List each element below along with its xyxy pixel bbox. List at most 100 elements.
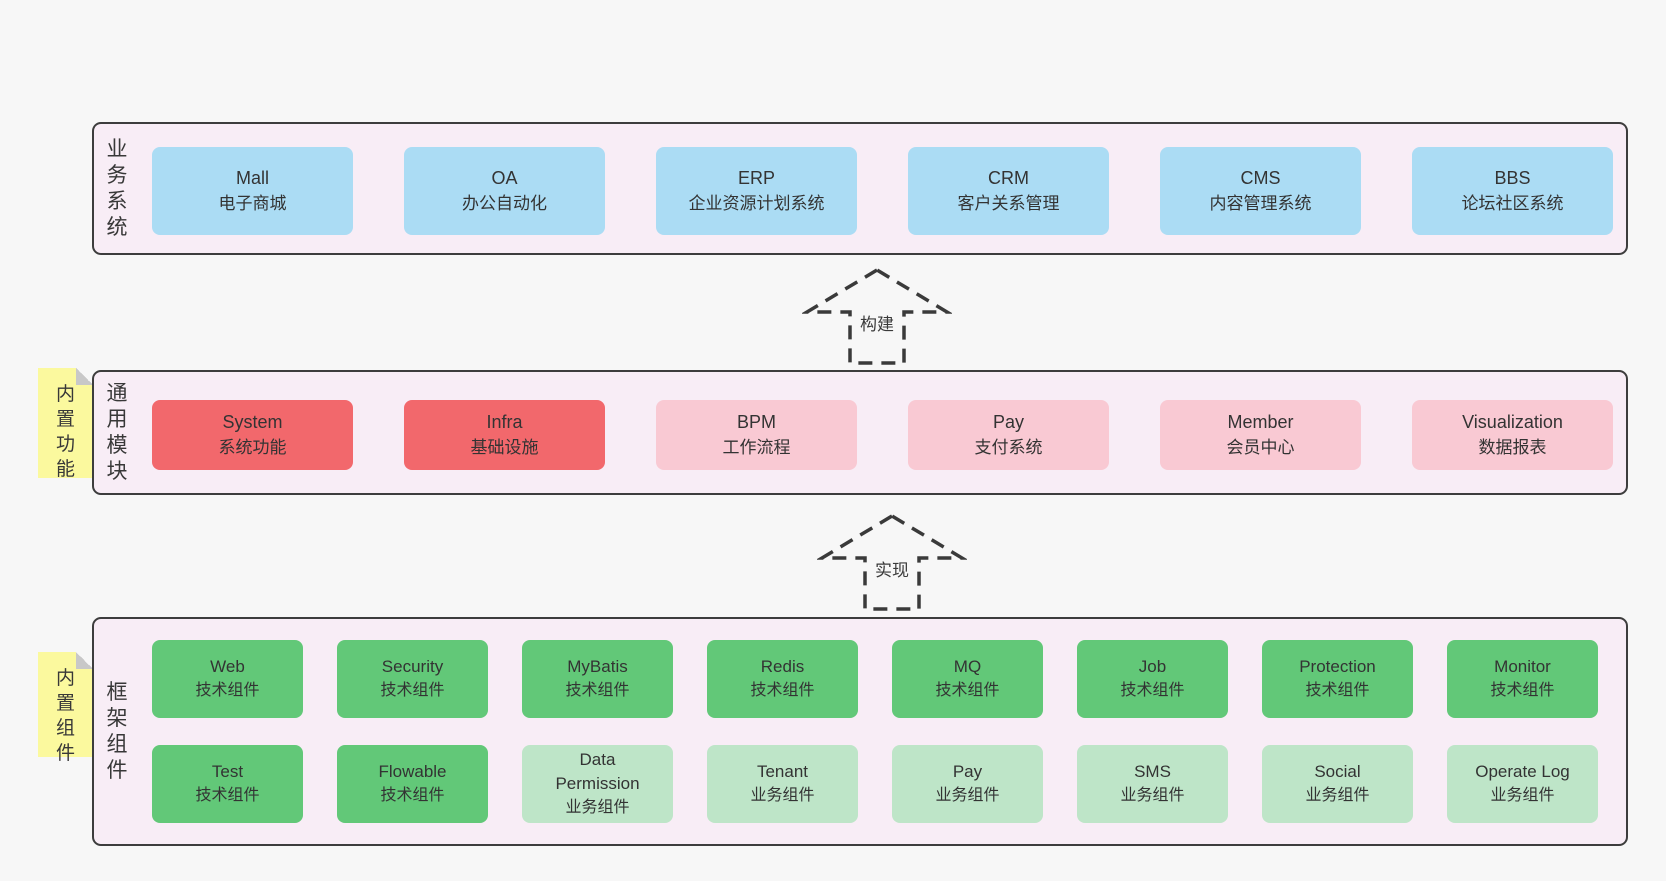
box-bbs: BBS 论坛社区系统 xyxy=(1412,147,1613,235)
box-subtitle: 技术组件 xyxy=(195,682,260,699)
box-title: CMS xyxy=(1240,168,1281,188)
box-mybatis: MyBatis 技术组件 xyxy=(522,640,673,718)
box-title: Data Permission xyxy=(555,750,640,793)
box-security: Security 技术组件 xyxy=(337,640,488,718)
box-subtitle: 会员中心 xyxy=(1226,438,1295,457)
box-operate-log: Operate Log 业务组件 xyxy=(1447,745,1598,823)
box-title: Operate Log xyxy=(1475,762,1570,781)
framework-row-2: Test 技术组件 Flowable 技术组件 Data Permission … xyxy=(94,745,1626,823)
box-data-permission: Data Permission 业务组件 xyxy=(522,745,673,823)
box-title: Flowable xyxy=(378,762,447,781)
box-social: Social 业务组件 xyxy=(1262,745,1413,823)
box-flowable: Flowable 技术组件 xyxy=(337,745,488,823)
box-title: OA xyxy=(491,168,518,188)
box-subtitle: 基础设施 xyxy=(470,438,539,457)
box-subtitle: 技术组件 xyxy=(195,787,260,804)
box-erp: ERP 企业资源计划系统 xyxy=(656,147,857,235)
box-job: Job 技术组件 xyxy=(1077,640,1228,718)
box-title: Redis xyxy=(760,657,805,676)
box-subtitle: 支付系统 xyxy=(974,438,1043,457)
box-infra: Infra 基础设施 xyxy=(404,400,605,470)
box-title: Member xyxy=(1227,412,1294,432)
box-title: MQ xyxy=(953,657,982,676)
box-subtitle: 技术组件 xyxy=(750,682,815,699)
box-title: Web xyxy=(210,657,245,676)
box-title: Test xyxy=(211,762,244,781)
box-bpm: BPM 工作流程 xyxy=(656,400,857,470)
box-subtitle: 办公自动化 xyxy=(462,194,547,213)
box-subtitle: 企业资源计划系统 xyxy=(688,194,825,213)
box-subtitle: 电子商城 xyxy=(218,194,287,213)
box-title: System xyxy=(222,412,283,432)
box-subtitle: 技术组件 xyxy=(380,787,445,804)
section-framework-components: 框架组件 Web 技术组件 Security 技术组件 MyBatis 技术组件… xyxy=(92,617,1628,846)
box-subtitle: 论坛社区系统 xyxy=(1461,194,1564,213)
box-title: Visualization xyxy=(1462,412,1563,432)
box-title: MyBatis xyxy=(567,657,628,676)
box-mall: Mall 电子商城 xyxy=(152,147,353,235)
box-redis: Redis 技术组件 xyxy=(707,640,858,718)
box-subtitle: 业务组件 xyxy=(750,787,815,804)
sticky-note-built-in-components: 内置组件 xyxy=(38,652,93,764)
build-arrow: 构建 xyxy=(802,266,952,368)
sticky-note-text: 内置组件 xyxy=(55,668,75,764)
section-label: 业务系统 xyxy=(106,137,128,239)
box-title: Pay xyxy=(952,762,983,781)
box-title: Job xyxy=(1138,657,1167,676)
box-subtitle: 业务组件 xyxy=(1490,787,1555,804)
arrow-label: 构建 xyxy=(857,310,897,335)
box-subtitle: 技术组件 xyxy=(1305,682,1370,699)
box-title: Infra xyxy=(486,412,523,432)
implement-arrow: 实现 xyxy=(817,512,967,614)
box-subtitle: 客户关系管理 xyxy=(957,194,1060,213)
box-subtitle: 技术组件 xyxy=(1120,682,1185,699)
business-systems-row: Mall 电子商城 OA 办公自动化 ERP 企业资源计划系统 CRM 客户关系… xyxy=(94,147,1626,235)
box-title: Social xyxy=(1314,762,1361,781)
box-subtitle: 技术组件 xyxy=(1490,682,1555,699)
section-label: 通用模块 xyxy=(106,381,128,483)
box-subtitle: 数据报表 xyxy=(1478,438,1547,457)
box-title: ERP xyxy=(737,168,775,188)
section-common-modules: 通用模块 System 系统功能 Infra 基础设施 BPM 工作流程 Pay… xyxy=(92,370,1628,495)
box-subtitle: 内容管理系统 xyxy=(1209,194,1312,213)
box-protection: Protection 技术组件 xyxy=(1262,640,1413,718)
box-subtitle: 技术组件 xyxy=(935,682,1000,699)
arrow-label: 实现 xyxy=(872,556,912,581)
framework-row-1: Web 技术组件 Security 技术组件 MyBatis 技术组件 Redi… xyxy=(94,640,1626,718)
box-subtitle: 业务组件 xyxy=(1120,787,1185,804)
box-test: Test 技术组件 xyxy=(152,745,303,823)
box-subtitle: 业务组件 xyxy=(565,799,630,816)
box-title: Protection xyxy=(1299,657,1376,676)
box-member: Member 会员中心 xyxy=(1160,400,1361,470)
common-modules-row: System 系统功能 Infra 基础设施 BPM 工作流程 Pay 支付系统… xyxy=(94,400,1626,470)
box-title: Security xyxy=(381,657,444,676)
box-system: System 系统功能 xyxy=(152,400,353,470)
folded-corner-icon xyxy=(76,652,93,669)
section-business-systems: 业务系统 Mall 电子商城 OA 办公自动化 ERP 企业资源计划系统 CRM… xyxy=(92,122,1628,255)
box-title: Mall xyxy=(235,168,269,188)
box-title: Tenant xyxy=(756,762,809,781)
box-title: CRM xyxy=(988,168,1029,188)
box-web: Web 技术组件 xyxy=(152,640,303,718)
box-crm: CRM 客户关系管理 xyxy=(908,147,1109,235)
box-title: BPM xyxy=(736,412,776,432)
box-title: BBS xyxy=(1494,168,1531,188)
box-tenant: Tenant 业务组件 xyxy=(707,745,858,823)
box-title: Pay xyxy=(992,412,1025,432)
box-cms: CMS 内容管理系统 xyxy=(1160,147,1361,235)
box-pay-component: Pay 业务组件 xyxy=(892,745,1043,823)
sticky-note-text: 内置功能 xyxy=(55,384,75,480)
box-subtitle: 业务组件 xyxy=(1305,787,1370,804)
box-monitor: Monitor 技术组件 xyxy=(1447,640,1598,718)
box-sms: SMS 业务组件 xyxy=(1077,745,1228,823)
box-subtitle: 技术组件 xyxy=(380,682,445,699)
box-subtitle: 工作流程 xyxy=(722,438,791,457)
folded-corner-icon xyxy=(76,368,93,385)
box-title: Monitor xyxy=(1494,657,1551,676)
box-subtitle: 技术组件 xyxy=(565,682,630,699)
box-subtitle: 系统功能 xyxy=(218,438,287,457)
box-oa: OA 办公自动化 xyxy=(404,147,605,235)
box-visualization: Visualization 数据报表 xyxy=(1412,400,1613,470)
sticky-note-built-in-features: 内置功能 xyxy=(38,368,93,480)
